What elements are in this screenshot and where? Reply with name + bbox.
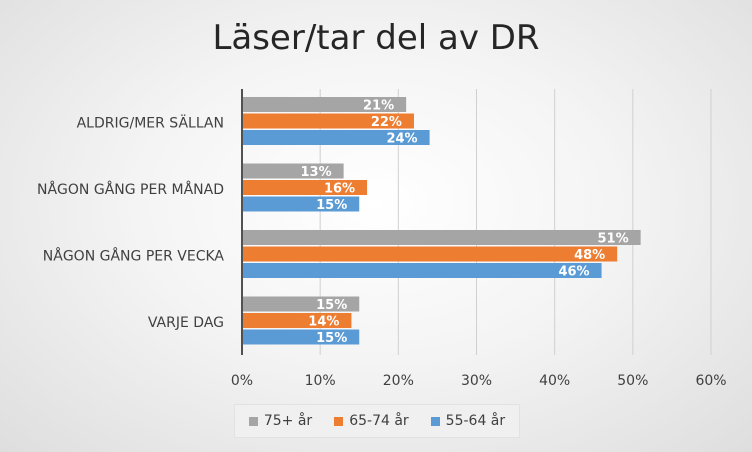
data-label: 15% [316,298,347,313]
legend-swatch [248,416,258,426]
data-label: 51% [598,232,629,247]
data-label: 15% [316,198,347,213]
category-label: NÅGON GÅNG PER MÅNAD [37,181,224,198]
legend-item: 55-64 år [430,413,506,429]
bar [243,313,352,328]
data-label: 13% [300,165,331,180]
data-label: 15% [316,331,347,346]
bar [243,180,368,195]
x-tick-label: 0% [231,373,253,389]
bar [243,246,618,262]
legend-label: 65-74 år [349,413,409,429]
x-tick-label: 20% [383,373,414,389]
bar [243,296,360,312]
legend-swatch [334,416,344,426]
legend: 75+ år 65-74 år 55-64 år [234,404,520,438]
legend-item: 65-74 år [334,413,409,429]
legend-swatch [430,416,440,426]
data-label: 21% [363,99,394,114]
data-label: 48% [574,248,605,263]
x-tick-label: 30% [461,373,492,389]
bar [243,263,602,278]
bar [243,230,641,245]
x-tick-label: 10% [305,373,336,389]
legend-item: 75+ år [248,413,313,429]
chart-title: Läser/tar del av DR [212,18,540,58]
legend-label: 55-64 år [445,413,506,429]
category-label: VARJE DAG [148,315,224,331]
bar [243,163,344,179]
data-label: 24% [386,132,417,147]
data-label: 16% [324,182,355,197]
bar [243,196,360,212]
x-tick-label: 40% [539,373,570,389]
x-tick-label: 60% [695,373,726,389]
bar [243,329,360,345]
category-label: NÅGON GÅNG PER VECKA [43,247,225,264]
category-label: ALDRIG/MER SÄLLAN [77,113,224,131]
bar [243,97,407,112]
data-label: 22% [371,115,402,130]
data-label: 14% [308,315,339,330]
legend-label: 75+ år [263,413,313,429]
bar [243,130,430,145]
bar [243,113,414,129]
data-label: 46% [558,265,589,280]
x-tick-label: 50% [617,373,648,389]
